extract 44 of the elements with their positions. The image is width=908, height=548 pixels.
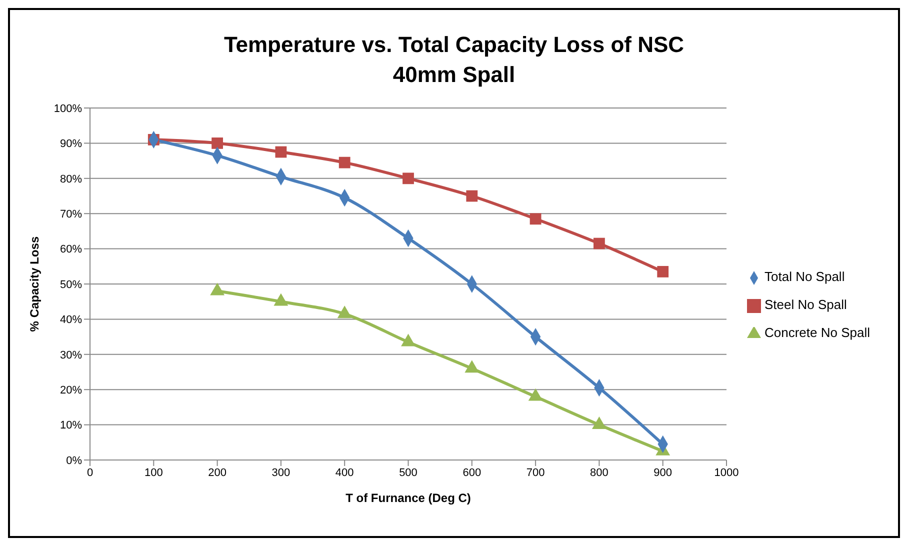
point <box>401 334 416 346</box>
x-tick-label: 0 <box>86 466 94 479</box>
point <box>464 360 480 373</box>
point <box>594 238 605 250</box>
point <box>274 293 288 306</box>
point <box>338 156 350 168</box>
y-tick-label: 100% <box>54 102 82 115</box>
y-tick-label: 40% <box>60 314 82 326</box>
legend-label: Concrete No Spall <box>764 325 870 340</box>
point <box>528 388 543 401</box>
y-tick-label: 10% <box>60 420 82 432</box>
x-tick-label: 600 <box>462 466 482 479</box>
y-tick-label: 80% <box>60 173 82 186</box>
x-tick-label: 400 <box>335 466 354 479</box>
x-tick-label: 100 <box>144 466 163 479</box>
x-tick-label: 1000 <box>714 466 739 479</box>
point <box>466 190 478 202</box>
legend-label: Total No Spall <box>764 269 845 284</box>
y-tick-label: 0% <box>66 454 82 467</box>
legend-label: Steel No Spall <box>764 297 847 312</box>
y-tick-label: 20% <box>60 384 82 397</box>
x-tick-label: 500 <box>399 466 418 479</box>
x-tick-label: 800 <box>590 466 608 479</box>
point <box>337 306 352 318</box>
point <box>530 213 542 225</box>
point <box>212 138 223 149</box>
y-tick-label: 30% <box>60 349 82 362</box>
chart-title: Temperature vs. Total Capacity Loss of NSC <box>222 31 686 59</box>
x-axis-title: T of Furnance (Deg C) <box>346 491 471 505</box>
x-tick-label: 900 <box>654 466 672 479</box>
y-tick-label: 60% <box>60 244 82 256</box>
x-tick-label: 700 <box>526 466 545 479</box>
x-tick-label: 300 <box>272 466 290 479</box>
point <box>657 266 669 278</box>
chart-subtitle: 40mm Spall <box>392 61 516 89</box>
y-tick-label: 90% <box>60 138 82 150</box>
point <box>592 416 606 429</box>
y-axis-title: % Capacity Loss <box>27 236 42 332</box>
x-tick-label: 200 <box>208 466 226 479</box>
y-tick-label: 70% <box>60 208 82 221</box>
point <box>402 172 414 184</box>
point <box>210 282 225 296</box>
y-tick-label: 50% <box>60 278 82 291</box>
point <box>275 146 287 158</box>
